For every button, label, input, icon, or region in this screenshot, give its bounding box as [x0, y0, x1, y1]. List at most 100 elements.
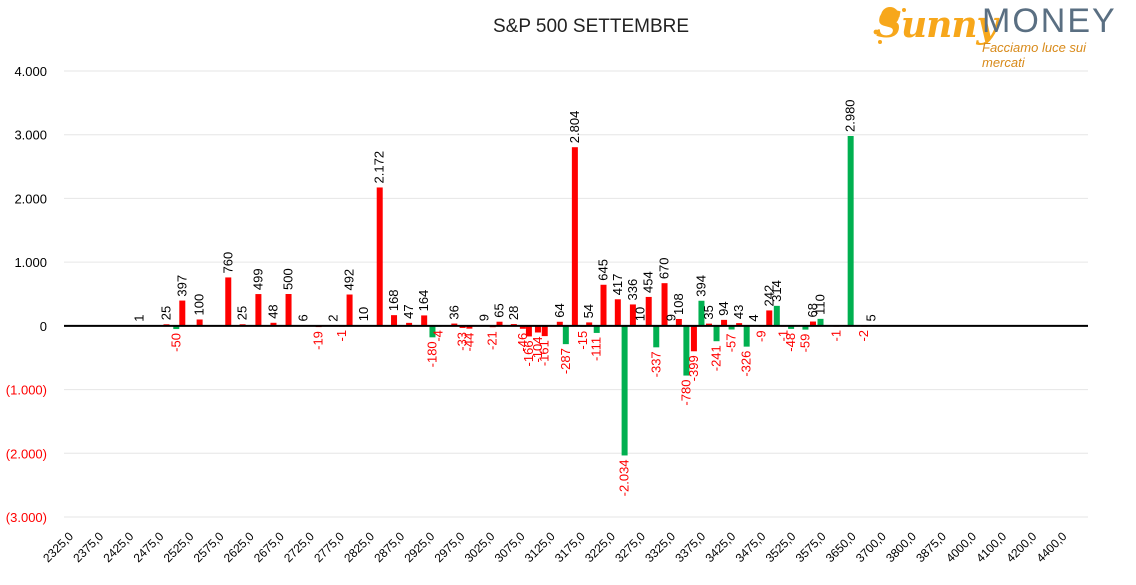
bar: [525, 325, 532, 337]
x-tick-label: 2925,0: [401, 529, 437, 565]
bar: [847, 135, 854, 326]
data-label: -19: [311, 331, 326, 350]
x-tick-label: 3225,0: [582, 529, 618, 565]
data-label: -21: [485, 331, 500, 350]
data-label: 4: [746, 314, 761, 321]
data-label: -326: [739, 351, 754, 377]
bar: [270, 322, 277, 326]
bar: [743, 325, 750, 347]
bar: [429, 325, 436, 338]
data-label: 499: [250, 268, 265, 290]
chart-title: S&P 500 SETTEMBRE: [492, 16, 690, 37]
data-label: -2: [856, 330, 871, 342]
x-tick-label: 3875,0: [913, 529, 949, 565]
x-tick-label: 3375,0: [672, 529, 708, 565]
bar: [225, 277, 232, 326]
bar: [817, 318, 824, 326]
data-label: -166: [521, 340, 536, 366]
x-tick-label: 4200,0: [1003, 529, 1039, 565]
y-tick-label: (2.000): [6, 446, 47, 461]
data-label: -4: [430, 330, 445, 342]
bar: [600, 284, 607, 326]
data-label: 110: [813, 294, 828, 315]
bar: [593, 325, 600, 333]
data-label: -780: [678, 380, 693, 406]
logo-tagline: Facciamo luce sui mercati: [982, 40, 1087, 70]
y-tick-label: (3.000): [6, 510, 47, 525]
data-label: 492: [342, 269, 357, 291]
data-label: 670: [657, 257, 672, 279]
data-label: -50: [168, 333, 183, 352]
data-label: 500: [281, 268, 296, 290]
x-tick-label: 3125,0: [522, 529, 558, 565]
bar: [653, 325, 660, 348]
data-label: -161: [537, 340, 552, 366]
data-label: -241: [709, 345, 724, 371]
x-tick-label: 3075,0: [492, 529, 528, 565]
data-label: 6: [296, 314, 311, 321]
data-label: -104: [530, 336, 545, 362]
bar: [571, 147, 578, 326]
y-tick-label: 1.000: [14, 255, 47, 270]
bar: [285, 294, 292, 326]
data-label: -46: [515, 333, 530, 352]
data-label: 48: [265, 304, 280, 318]
y-tick-label: 3.000: [14, 128, 47, 143]
bar: [728, 325, 735, 330]
data-label: 394: [693, 275, 708, 297]
x-tick-label: 3800,0: [883, 529, 919, 565]
data-label: -33: [455, 332, 470, 351]
data-label: -48: [783, 333, 798, 352]
logo-brand-second: MONEY: [982, 2, 1117, 40]
bar: [534, 325, 541, 333]
bar: [391, 315, 398, 326]
bar: [788, 325, 795, 329]
y-tick-label: 0: [40, 319, 47, 334]
x-tick-label: 3525,0: [763, 529, 799, 565]
x-tick-label: 3650,0: [823, 529, 859, 565]
data-label: 314: [769, 280, 784, 302]
y-tick-label: 4.000: [14, 64, 47, 79]
data-label: 2.172: [372, 151, 387, 184]
logo-brand-first: Sunny: [876, 4, 997, 46]
bar: [683, 325, 690, 376]
bar: [179, 300, 186, 326]
bar: [459, 325, 466, 328]
sun-icon: [873, 7, 906, 44]
bar: [556, 321, 563, 326]
bar: [698, 300, 705, 326]
data-label: 397: [174, 275, 189, 297]
data-label: 417: [610, 274, 625, 296]
data-label: -9: [754, 330, 769, 342]
data-label: 68: [805, 303, 820, 317]
data-label: -57: [724, 333, 739, 352]
data-label: 760: [220, 252, 235, 274]
x-tick-label: 2475,0: [131, 529, 167, 565]
bar: [661, 283, 668, 326]
bar: [621, 325, 628, 456]
x-tick-label: 3275,0: [612, 529, 648, 565]
data-label: 645: [596, 259, 611, 281]
data-label: 65: [492, 303, 507, 317]
bar: [690, 325, 697, 352]
x-tick-label: 2525,0: [161, 529, 197, 565]
data-label: 43: [731, 305, 746, 319]
bar: [451, 323, 458, 326]
bar: [736, 323, 743, 326]
bar: [629, 304, 636, 326]
bar: [173, 325, 180, 330]
data-label: -2.034: [617, 459, 632, 496]
bar: [421, 315, 428, 326]
x-tick-label: 3025,0: [462, 529, 498, 565]
y-tick-label: 2.000: [14, 191, 47, 206]
bar: [802, 325, 809, 330]
x-tick-label: 2375,0: [70, 529, 106, 565]
sunny-money-logo: Sunny MONEY Facciamo luce sui mercati: [870, 2, 1132, 70]
x-tick-label: 2325,0: [40, 529, 76, 565]
x-tick-label: 2875,0: [371, 529, 407, 565]
data-label: 28: [506, 306, 521, 320]
data-label: 9: [663, 314, 678, 321]
x-tick-label: 2675,0: [251, 529, 287, 565]
